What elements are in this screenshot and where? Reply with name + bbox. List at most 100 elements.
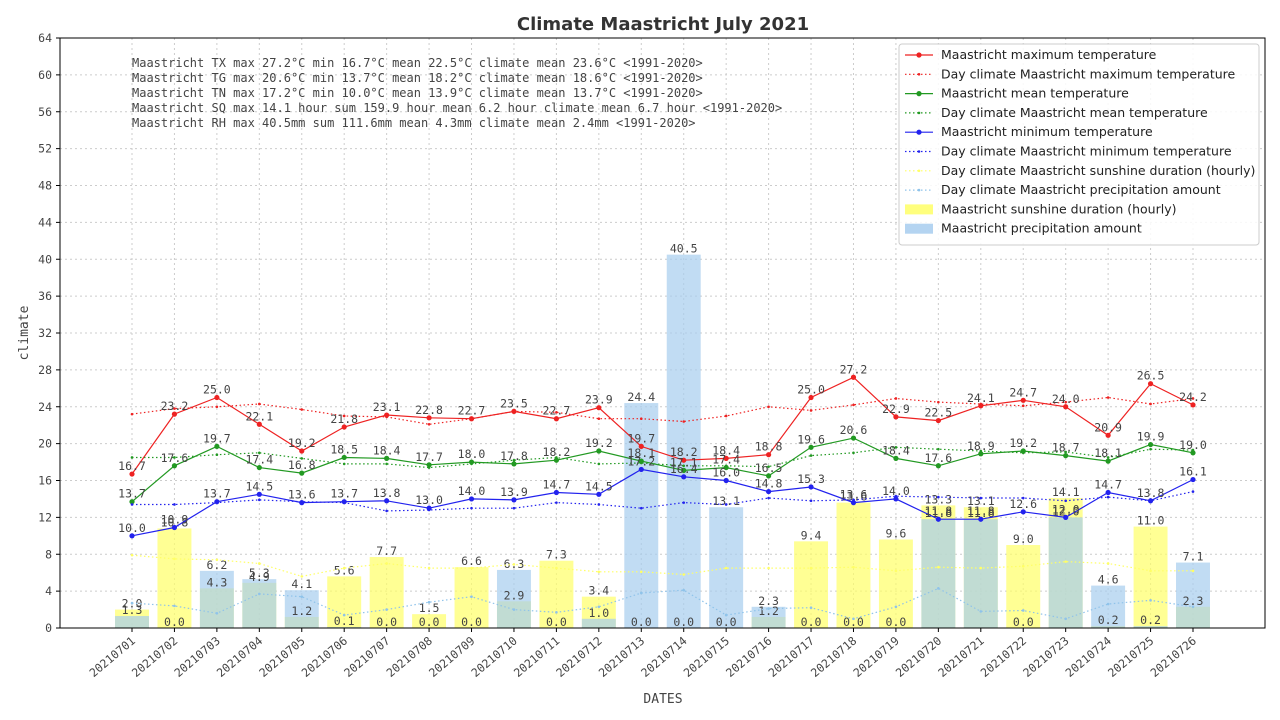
data-point: [555, 456, 558, 459]
data-point: [130, 412, 134, 416]
data-point: [767, 566, 770, 570]
bar-value-label: 7.1: [1183, 550, 1204, 564]
data-point: [682, 501, 686, 504]
data-point: [173, 604, 176, 608]
bar-value-label: 6.2: [206, 558, 227, 572]
data-point: [638, 466, 644, 473]
data-point: [852, 617, 855, 621]
bar-value-label: 1.5: [419, 601, 440, 615]
data-point: [850, 500, 857, 506]
point-value-label: 19.0: [1179, 438, 1207, 452]
data-point: [724, 566, 728, 570]
bar-value-label: 0.0: [376, 615, 397, 629]
point-value-label: 14.7: [1094, 477, 1122, 491]
point-value-label: 18.1: [627, 446, 655, 460]
point-value-label: 18.8: [755, 440, 783, 454]
data-point: [299, 470, 305, 476]
point-value-label: 12.0: [1052, 502, 1080, 516]
point-value-label: 18.4: [712, 443, 740, 457]
data-point: [1021, 404, 1025, 408]
point-value-label: 15.3: [797, 472, 825, 486]
data-point: [1106, 456, 1110, 459]
y-tick-label: 56: [38, 105, 52, 119]
bar-value-label: 2.3: [758, 594, 779, 608]
data-point: [300, 575, 304, 578]
series-line: [131, 587, 1194, 620]
data-point: [597, 503, 601, 506]
data-point: [978, 451, 984, 457]
x-tick-label: 20210701: [86, 634, 137, 680]
bar-series: [115, 254, 1210, 628]
x-tick-label: 20210710: [468, 634, 519, 680]
data-point: [511, 497, 517, 503]
point-value-label: 16.0: [712, 466, 740, 480]
series-line: [131, 554, 1193, 578]
data-point: [978, 516, 984, 522]
data-point: [639, 417, 643, 421]
data-point: [1063, 404, 1069, 410]
point-value-label: 22.8: [415, 403, 443, 417]
bar-value-label: 2.3: [1183, 594, 1204, 608]
data-point: [385, 462, 388, 466]
data-point: [767, 607, 770, 610]
y-tick-label: 32: [38, 326, 52, 340]
data-point: [384, 412, 390, 418]
point-value-label: 20.6: [840, 423, 868, 437]
data-point: [979, 610, 983, 613]
data-point: [427, 466, 431, 469]
bar-value-label: 3.4: [588, 584, 609, 598]
bar-value-label: 0.0: [801, 615, 822, 629]
data-point: [639, 570, 643, 574]
data-point: [130, 503, 134, 506]
bar: [1133, 626, 1168, 628]
data-point: [215, 405, 219, 409]
data-point: [1191, 569, 1195, 573]
data-point: [1105, 489, 1111, 496]
data-point: [427, 422, 431, 426]
bar-value-label: 10.8: [161, 515, 189, 529]
x-tick-label: 20210726: [1147, 634, 1198, 680]
legend-entry-label: Day climate Maastricht maximum temperatu…: [941, 66, 1236, 81]
legend-swatch-marker: [916, 91, 922, 97]
bar-value-label: 11.8: [967, 506, 995, 520]
data-point: [258, 498, 261, 502]
data-point: [342, 462, 346, 466]
bar-value-label: 2.9: [504, 588, 525, 602]
data-point: [300, 457, 304, 460]
data-point: [937, 447, 940, 451]
bar-value-label: 9.4: [801, 528, 822, 542]
x-tick-label: 20210720: [893, 634, 944, 680]
data-point: [979, 496, 983, 500]
data-point: [682, 420, 686, 423]
data-point: [724, 613, 728, 617]
bar: [751, 606, 786, 628]
data-point: [766, 473, 772, 479]
point-value-label: 17.1: [670, 455, 698, 469]
bar: [157, 528, 192, 628]
data-point: [1190, 476, 1196, 483]
bar: [539, 560, 574, 628]
data-point: [1064, 560, 1067, 563]
point-value-label: 19.2: [585, 436, 613, 450]
data-point: [596, 448, 602, 454]
bar-value-label: 0.0: [886, 615, 907, 629]
data-point: [130, 601, 134, 605]
bar-data-labels: 2.010.84.34.91.25.67.71.56.62.97.33.40.0…: [122, 242, 1204, 629]
point-value-label: 14.5: [585, 479, 613, 493]
data-point: [979, 402, 983, 406]
data-point: [935, 417, 941, 424]
data-point: [852, 403, 855, 407]
point-value-label: 18.4: [373, 443, 401, 457]
data-point: [427, 600, 431, 604]
data-point: [639, 461, 643, 465]
data-point: [555, 611, 558, 614]
data-point: [1147, 441, 1154, 448]
legend-entry-label: Maastricht precipitation amount: [941, 221, 1142, 236]
legend-entry-label: Maastricht maximum temperature: [941, 47, 1157, 62]
x-tick-label: 20210716: [723, 634, 774, 680]
point-value-label: 22.9: [882, 402, 910, 416]
x-tick-label: 20210712: [553, 634, 604, 680]
y-tick-label: 52: [38, 142, 52, 156]
data-point: [850, 374, 857, 380]
